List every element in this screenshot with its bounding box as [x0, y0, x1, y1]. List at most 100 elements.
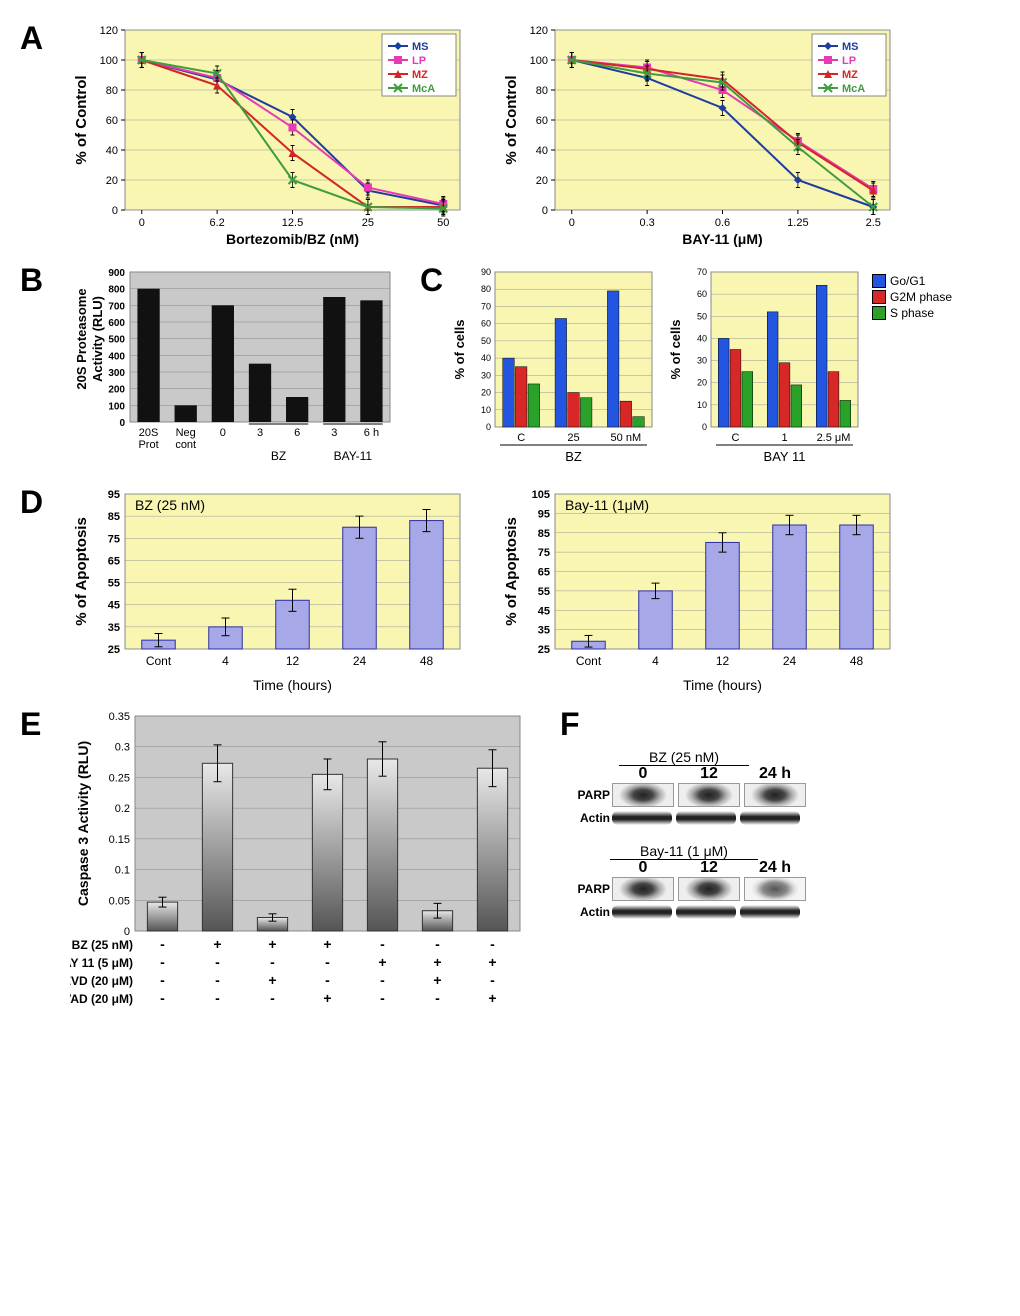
svg-text:LP: LP — [412, 55, 426, 67]
svg-text:12: 12 — [716, 654, 730, 668]
svg-text:-: - — [435, 990, 440, 1006]
chart-a-bortezomib: 02040608010012006.212.52550% of ControlB… — [70, 20, 470, 250]
svg-text:-: - — [215, 972, 220, 988]
svg-text:0: 0 — [486, 422, 491, 432]
svg-text:-: - — [380, 990, 385, 1006]
svg-text:200: 200 — [108, 385, 125, 396]
panel-f-blots: BZ (25 nM)01224 hPARPActinBay-11 (1 μM)0… — [560, 749, 808, 919]
svg-text:3: 3 — [331, 427, 337, 439]
svg-text:McA: McA — [412, 83, 435, 95]
panel-d-row: D 2535455565758595Cont4122448Time (hours… — [20, 484, 1000, 694]
chart-e-caspase: 00.050.10.150.20.250.30.35Caspase 3 Acti… — [70, 706, 530, 1026]
svg-text:600: 600 — [108, 318, 125, 329]
svg-text:% of cells: % of cells — [452, 320, 467, 380]
panel-letter-f: F — [560, 706, 808, 743]
svg-text:MZ: MZ — [842, 69, 858, 81]
svg-text:120: 120 — [530, 25, 548, 37]
svg-text:0.15: 0.15 — [109, 834, 130, 846]
svg-text:800: 800 — [108, 285, 125, 296]
svg-text:-: - — [380, 972, 385, 988]
svg-text:BZ: BZ — [271, 449, 286, 463]
svg-text:12.5: 12.5 — [282, 217, 303, 229]
panel-letter-a: A — [20, 20, 70, 57]
svg-text:Activity (RLU): Activity (RLU) — [90, 296, 105, 382]
svg-text:cont: cont — [175, 439, 196, 451]
svg-text:Caspase 3 Activity (RLU): Caspase 3 Activity (RLU) — [75, 741, 91, 906]
svg-text:0.25: 0.25 — [109, 772, 130, 784]
svg-text:0.05: 0.05 — [109, 895, 130, 907]
svg-text:-: - — [435, 936, 440, 952]
svg-text:% of Apoptosis: % of Apoptosis — [73, 517, 90, 626]
svg-text:0.3: 0.3 — [639, 217, 654, 229]
svg-text:Time (hours): Time (hours) — [683, 677, 762, 693]
svg-text:Bay-11 (1μM): Bay-11 (1μM) — [565, 497, 649, 513]
svg-text:70: 70 — [481, 301, 491, 311]
chart-d-bay11: 2535455565758595105Cont4122448Time (hour… — [500, 484, 900, 694]
svg-text:95: 95 — [538, 508, 550, 520]
svg-text:100: 100 — [530, 55, 548, 67]
svg-text:45: 45 — [538, 605, 550, 617]
chart-b-proteasome: 010020030040050060070080090020SProtNegco… — [70, 262, 400, 472]
svg-text:BAY 11: BAY 11 — [764, 449, 806, 464]
svg-text:-: - — [490, 936, 495, 952]
panel-letter-b: B — [20, 262, 70, 299]
svg-text:6: 6 — [294, 427, 300, 439]
svg-text:50: 50 — [481, 336, 491, 346]
svg-text:-: - — [215, 990, 220, 1006]
svg-text:BAY-11: BAY-11 — [334, 449, 373, 463]
svg-text:3: 3 — [257, 427, 263, 439]
svg-text:4: 4 — [652, 654, 659, 668]
panel-a-row: A 02040608010012006.212.52550% of Contro… — [20, 20, 1000, 250]
svg-text:0: 0 — [124, 926, 130, 938]
svg-text:+: + — [488, 990, 496, 1006]
svg-text:C: C — [732, 432, 740, 444]
svg-text:1.25: 1.25 — [787, 217, 808, 229]
svg-text:-: - — [160, 954, 165, 970]
svg-text:-: - — [325, 954, 330, 970]
svg-text:% of Control: % of Control — [503, 75, 520, 164]
panel-bc-row: B 010020030040050060070080090020SProtNeg… — [20, 262, 1000, 472]
svg-text:25: 25 — [108, 644, 120, 656]
svg-text:900: 900 — [108, 268, 125, 279]
svg-text:60: 60 — [106, 115, 118, 127]
svg-text:40: 40 — [481, 353, 491, 363]
svg-text:20: 20 — [481, 388, 491, 398]
svg-text:2.5 μM: 2.5 μM — [817, 432, 851, 444]
svg-text:0: 0 — [220, 427, 226, 439]
panel-ef-row: E 00.050.10.150.20.250.30.35Caspase 3 Ac… — [20, 706, 1000, 1026]
svg-text:50: 50 — [697, 311, 707, 321]
svg-text:12: 12 — [286, 654, 300, 668]
svg-text:Bortezomib/BZ (nM): Bortezomib/BZ (nM) — [226, 231, 359, 247]
svg-text:0.6: 0.6 — [715, 217, 730, 229]
legend-g2m: G2M phase — [890, 290, 952, 304]
svg-text:60: 60 — [481, 319, 491, 329]
svg-text:100: 100 — [108, 401, 125, 412]
svg-text:Cont: Cont — [576, 654, 602, 668]
svg-text:+: + — [433, 954, 441, 970]
svg-text:55: 55 — [108, 578, 120, 590]
svg-text:70: 70 — [697, 267, 707, 277]
svg-text:80: 80 — [481, 284, 491, 294]
svg-text:30: 30 — [481, 370, 491, 380]
svg-text:24: 24 — [353, 654, 367, 668]
svg-text:+: + — [488, 954, 496, 970]
svg-text:48: 48 — [420, 654, 434, 668]
svg-text:BZ (25 nM): BZ (25 nM) — [72, 938, 133, 952]
panel-letter-e: E — [20, 706, 70, 743]
svg-text:-: - — [325, 972, 330, 988]
svg-text:0.1: 0.1 — [115, 865, 130, 877]
svg-text:80: 80 — [536, 85, 548, 97]
svg-text:120: 120 — [100, 25, 118, 37]
svg-text:45: 45 — [108, 600, 120, 612]
svg-text:20: 20 — [697, 378, 707, 388]
svg-text:+: + — [213, 936, 221, 952]
svg-text:0: 0 — [702, 422, 707, 432]
svg-text:-: - — [160, 990, 165, 1006]
svg-text:+: + — [268, 972, 276, 988]
svg-text:BAY-11 (μM): BAY-11 (μM) — [682, 231, 762, 247]
svg-text:McA: McA — [842, 83, 865, 95]
svg-text:40: 40 — [697, 333, 707, 343]
svg-text:LP: LP — [842, 55, 856, 67]
svg-text:95: 95 — [108, 489, 120, 501]
chart-a-bay11: 02040608010012000.30.61.252.5% of Contro… — [500, 20, 900, 250]
